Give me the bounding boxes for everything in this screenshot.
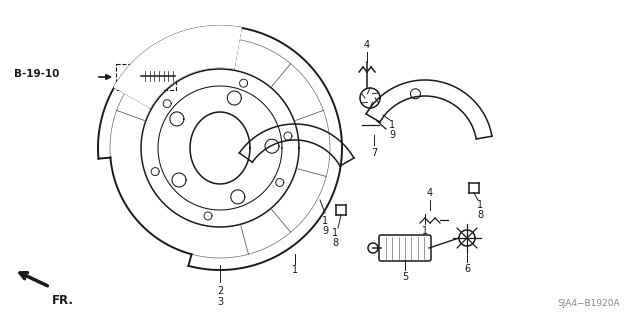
FancyBboxPatch shape xyxy=(379,235,431,261)
Text: 1: 1 xyxy=(332,228,338,238)
Text: 5: 5 xyxy=(402,272,408,282)
Text: 3: 3 xyxy=(217,297,223,307)
Text: 7: 7 xyxy=(371,148,377,158)
Text: 8: 8 xyxy=(477,210,483,220)
Text: 1: 1 xyxy=(422,226,428,236)
Text: B-19-10: B-19-10 xyxy=(14,69,60,79)
Text: 8: 8 xyxy=(332,238,338,248)
Text: 1: 1 xyxy=(477,200,483,210)
Text: 9: 9 xyxy=(322,226,328,236)
Text: 9: 9 xyxy=(389,130,395,140)
Text: 1: 1 xyxy=(322,216,328,226)
Text: FR.: FR. xyxy=(52,294,74,307)
FancyBboxPatch shape xyxy=(130,69,142,83)
Text: 1: 1 xyxy=(389,120,395,130)
Text: 4: 4 xyxy=(427,188,433,198)
Text: 4: 4 xyxy=(364,40,370,50)
Text: 6: 6 xyxy=(464,264,470,274)
Polygon shape xyxy=(115,26,241,108)
Text: SJA4−B1920A: SJA4−B1920A xyxy=(557,299,620,308)
Text: 1: 1 xyxy=(292,265,298,275)
Text: 2: 2 xyxy=(217,286,223,296)
